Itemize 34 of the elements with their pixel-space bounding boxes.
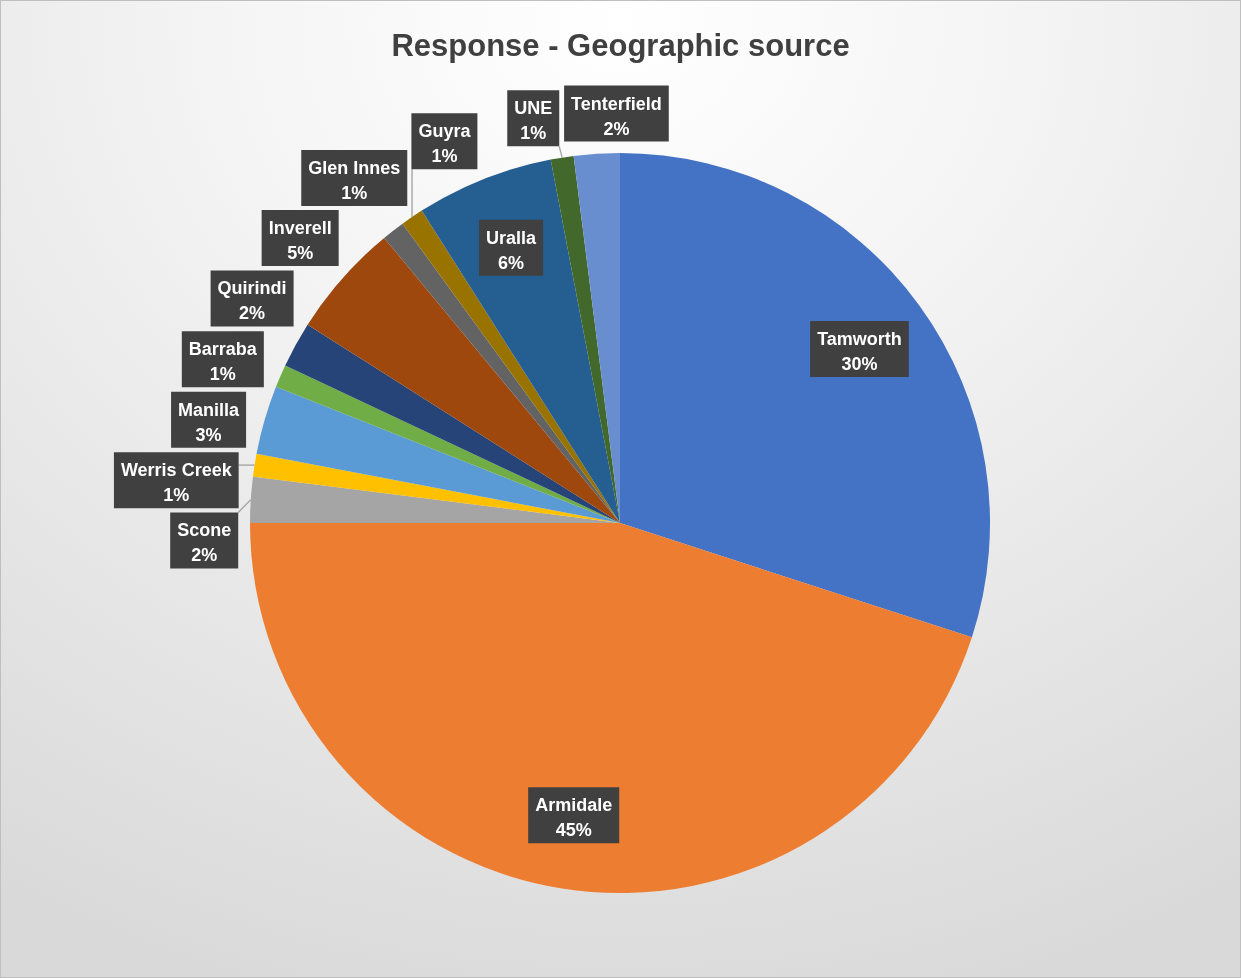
slice-label: Uralla: [486, 227, 538, 248]
slice-label: Tenterfield: [571, 93, 662, 114]
slice-label: Manilla: [178, 399, 241, 420]
slice-label: Guyra: [418, 121, 472, 142]
data-label: 1%: [209, 364, 236, 385]
pie-slice: [252, 453, 620, 523]
pie-slice: [256, 386, 620, 523]
pie-slice: [550, 155, 620, 523]
slice-label: Glen Innes: [308, 157, 401, 178]
data-label: 1%: [341, 182, 368, 203]
slice-label: Inverell: [268, 218, 332, 239]
data-label: 5%: [287, 243, 314, 264]
slice-label: Tamworth: [817, 329, 902, 350]
data-label: 30%: [841, 354, 878, 375]
data-label: 45%: [555, 820, 592, 841]
data-label: 2%: [191, 545, 218, 566]
slice-label: Armidale: [535, 795, 613, 816]
slice-label: Scone: [177, 520, 232, 541]
slice-label: UNE: [514, 98, 553, 119]
data-label: 2%: [603, 118, 630, 139]
data-label: 6%: [498, 252, 525, 273]
slice-label: Quirindi: [217, 278, 287, 299]
slice-label: Barraba: [188, 339, 258, 360]
pie-slice: [250, 523, 972, 893]
pie-slice: [620, 153, 990, 638]
chart-title: Response - Geographic source: [391, 28, 850, 63]
data-label: 1%: [163, 485, 190, 506]
pie-slice: [285, 324, 620, 523]
data-label: 1%: [431, 146, 458, 167]
data-label: 1%: [520, 123, 547, 144]
pie-slice: [275, 365, 620, 523]
data-label: 2%: [239, 303, 266, 324]
slice-label: Werris Creek: [120, 460, 233, 481]
data-label: 3%: [195, 424, 222, 445]
